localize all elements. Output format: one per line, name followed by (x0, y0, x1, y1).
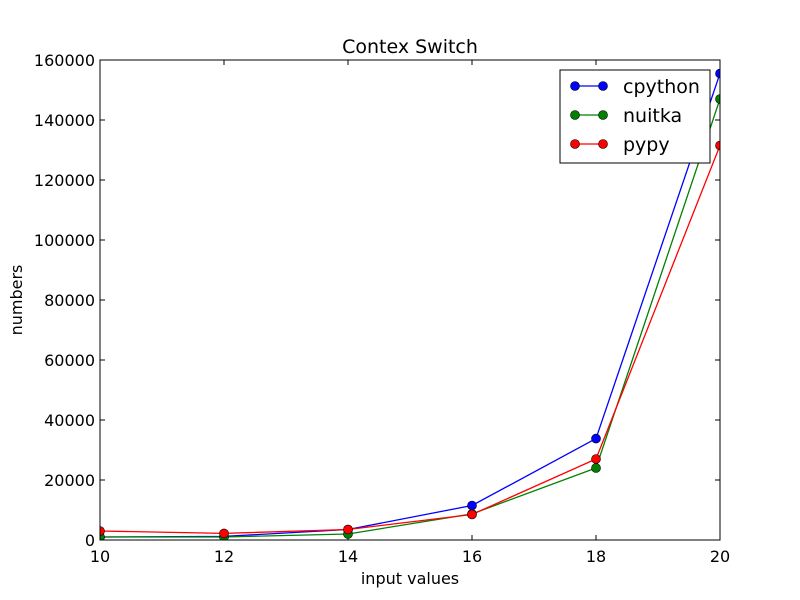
x-tick-label: 18 (586, 547, 606, 566)
data-point-pypy (343, 524, 353, 535)
x-tick-label: 12 (214, 547, 234, 566)
data-point-nuitka (715, 94, 720, 104)
y-tick-label: 160000 (34, 51, 95, 70)
chart-title: Contex Switch (342, 36, 478, 58)
y-tick-label: 60000 (44, 351, 95, 370)
x-tick-label: 16 (462, 547, 482, 566)
legend-label-nuitka: nuitka (623, 105, 682, 127)
x-axis-label: input values (361, 569, 459, 588)
y-tick-label: 40000 (44, 411, 95, 430)
y-tick-label: 0 (85, 531, 95, 550)
y-tick-label: 80000 (44, 291, 95, 310)
y-tick-label: 20000 (44, 471, 95, 490)
legend-label-pypy: pypy (623, 134, 670, 156)
x-tick-label: 14 (338, 547, 358, 566)
data-point-pypy (715, 140, 720, 151)
data-point-cpython (591, 433, 601, 444)
y-tick-label: 140000 (34, 111, 95, 130)
legend-marker-pypy (598, 139, 608, 149)
data-point-pypy (467, 509, 477, 520)
legend-marker-cpython (570, 81, 580, 91)
data-point-cpython (467, 500, 477, 511)
data-point-nuitka (591, 463, 601, 473)
plot-frame (99, 59, 721, 541)
axis-ticks: 10 12 14 16 18 20 0 20000 40000 60000 80000 100000 1… (34, 51, 730, 566)
legend-marker-cpython (598, 81, 608, 91)
series-line-pypy (100, 145, 720, 535)
y-axis-label: numbers (7, 265, 26, 336)
legend-marker-pypy (570, 139, 580, 149)
legend: cpython nuitka pypy (559, 69, 711, 164)
data-point-pypy (100, 526, 105, 536)
x-tick-label: 10 (90, 547, 110, 566)
x-tick-label: 20 (710, 547, 730, 566)
data-point-cpython (715, 68, 720, 79)
y-tick-label: 120000 (34, 171, 95, 190)
legend-marker-nuitka (570, 110, 580, 120)
data-point-pypy (219, 528, 229, 539)
legend-label-cpython: cpython (623, 76, 700, 98)
y-tick-label: 100000 (34, 231, 95, 250)
data-point-pypy (591, 454, 601, 464)
legend-marker-nuitka (598, 110, 608, 120)
series-layer (100, 68, 720, 540)
